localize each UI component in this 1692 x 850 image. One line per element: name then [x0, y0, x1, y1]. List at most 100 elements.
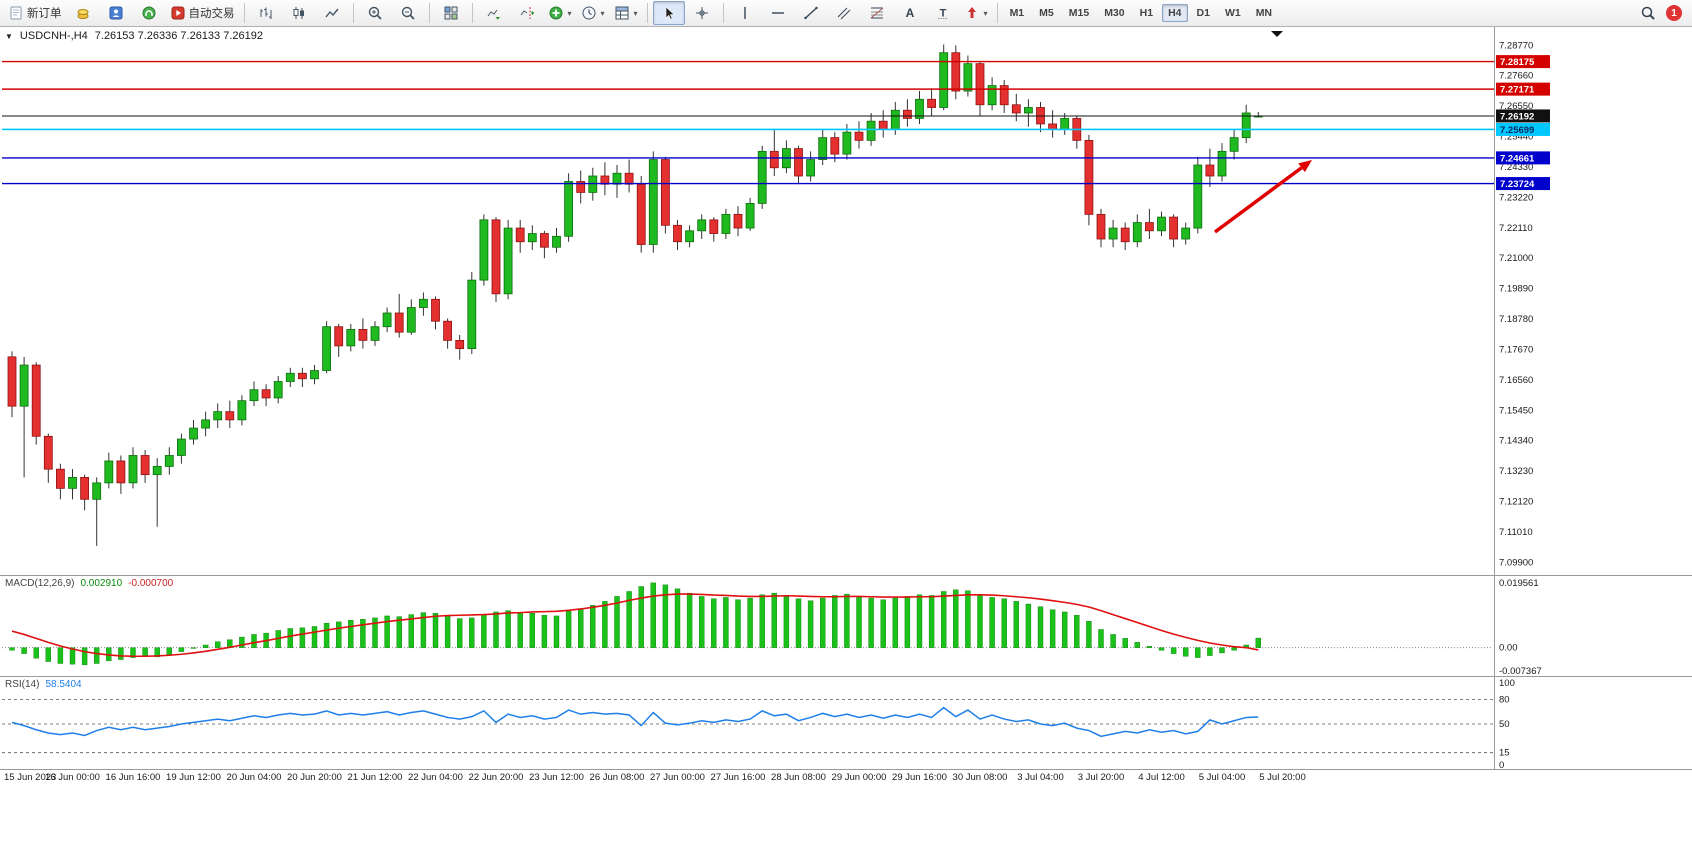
macd-bar: [21, 647, 27, 654]
macd-bar: [928, 595, 935, 648]
macd-bar: [178, 647, 185, 652]
macd-bar: [686, 592, 693, 648]
price-line-7.23724[interactable]: 7.23724: [2, 177, 1550, 191]
candle: [527, 225, 537, 250]
chevron-down-icon[interactable]: ▾: [567, 8, 572, 18]
timeframe-m5-button[interactable]: M5: [1039, 7, 1054, 19]
tile-windows-button[interactable]: [435, 1, 467, 25]
price-line-7.25699[interactable]: 7.25699: [2, 122, 1550, 136]
price-line-7.24661[interactable]: 7.24661: [2, 151, 1550, 165]
periods-button[interactable]: ▾: [577, 1, 609, 25]
chart-line-icon: [324, 5, 340, 21]
search-icon[interactable]: [1640, 5, 1656, 21]
horizontal-line-button[interactable]: [762, 1, 794, 25]
auto-trading-button[interactable]: 自动交易: [166, 1, 239, 25]
coins-icon: [75, 5, 91, 21]
chevron-down-icon[interactable]: ▾: [633, 8, 638, 18]
candle: [382, 307, 392, 333]
timeframe-mn-button[interactable]: MN: [1255, 7, 1273, 19]
svg-text:7.22110: 7.22110: [1499, 223, 1533, 234]
one-click-trading-toggle[interactable]: ▼: [5, 31, 13, 41]
chevron-down-icon[interactable]: ▾: [600, 8, 605, 18]
candle: [733, 206, 743, 237]
auto-scroll-button[interactable]: [478, 1, 510, 25]
new-order-button[interactable]: 新订单: [4, 1, 66, 25]
candle: [987, 77, 997, 111]
trendline-button[interactable]: [795, 1, 827, 25]
equidistant-channel-button[interactable]: [828, 1, 860, 25]
bar-chart-button[interactable]: [250, 1, 282, 25]
svg-text:27 Jun 00:00: 27 Jun 00:00: [650, 772, 705, 783]
text-label-button[interactable]: T: [927, 1, 959, 25]
candle: [455, 334, 465, 360]
macd-bar: [953, 589, 959, 648]
candle: [794, 145, 803, 185]
candle: [237, 395, 247, 426]
timeframe-h4-button[interactable]: H4: [1162, 4, 1188, 22]
svg-text:7.26192: 7.26192: [1500, 111, 1534, 122]
chart-shift-button[interactable]: [511, 1, 543, 25]
price-line-7.26192[interactable]: 7.26192: [2, 109, 1550, 123]
macd-bar: [432, 613, 439, 648]
templates-button[interactable]: ▾: [610, 1, 642, 25]
price-line-7.27171[interactable]: 7.27171: [2, 82, 1550, 96]
text-button[interactable]: A: [894, 1, 926, 25]
svg-text:19 Jun 12:00: 19 Jun 12:00: [166, 772, 221, 783]
candlestick-chart-button[interactable]: [283, 1, 315, 25]
svg-text:4 Jul 12:00: 4 Jul 12:00: [1138, 772, 1184, 783]
macd-bar: [904, 596, 911, 648]
candles: [7, 44, 1263, 546]
candle: [661, 156, 670, 234]
timeframe-m1-button[interactable]: M1: [1009, 7, 1025, 19]
macd-bar: [553, 615, 560, 648]
candle: [721, 208, 731, 240]
candle: [951, 45, 961, 100]
svg-text:21 Jun 12:00: 21 Jun 12:00: [348, 772, 403, 783]
vertical-line-button[interactable]: [729, 1, 761, 25]
navigator-button[interactable]: [100, 1, 132, 25]
candle: [769, 129, 779, 176]
notifications-badge[interactable]: 1: [1666, 5, 1682, 21]
macd-bar: [747, 597, 753, 648]
candle: [225, 400, 235, 429]
price-line-7.28175[interactable]: 7.28175: [2, 55, 1550, 69]
macd-bar: [118, 647, 124, 660]
candle: [43, 433, 53, 483]
timeframe-m15-button[interactable]: M15: [1068, 7, 1090, 19]
chart-window: 7.28770 7.27660 7.26550 7.25440 7.24330 7.232…: [0, 27, 1692, 850]
chart-header: ▼ USDCNH-,H4 7.26153 7.26336 7.26133 7.2…: [5, 30, 263, 42]
cursor-button[interactable]: [652, 1, 685, 25]
macd-bar: [1158, 647, 1165, 651]
macd-bar: [239, 636, 245, 648]
trend-arrow-annotation[interactable]: [1213, 160, 1312, 234]
candle: [418, 292, 428, 316]
candle: [1241, 104, 1251, 144]
chart-shift-marker[interactable]: [1271, 31, 1283, 37]
timeframe-m30-button[interactable]: M30: [1104, 7, 1125, 19]
timeframe-d1-button[interactable]: D1: [1196, 7, 1210, 19]
quotes-button[interactable]: [67, 1, 99, 25]
svg-text:7.26550: 7.26550: [1499, 101, 1533, 112]
toolbar-separator: [996, 3, 998, 23]
arrows-button[interactable]: ▾: [960, 1, 992, 25]
svg-text:7.09900: 7.09900: [1499, 557, 1533, 568]
timeframe-w1-button[interactable]: W1: [1224, 7, 1241, 19]
fibonacci-button[interactable]: [861, 1, 893, 25]
timeframe-h1-button[interactable]: H1: [1139, 7, 1154, 19]
line-chart-button[interactable]: [316, 1, 348, 25]
indicators-button[interactable]: ▾: [544, 1, 576, 25]
candle: [152, 458, 162, 527]
macd-bar: [384, 615, 390, 648]
price-axis[interactable]: 7.28770 7.27660 7.26550 7.25440 7.24330 7.232…: [1499, 40, 1533, 568]
svg-text:7.13230: 7.13230: [1499, 466, 1533, 477]
crosshair-button[interactable]: [686, 1, 718, 25]
zoom-out-button[interactable]: [392, 1, 424, 25]
chevron-down-icon[interactable]: ▾: [983, 8, 988, 18]
zoom-in-button[interactable]: [359, 1, 391, 25]
support-button[interactable]: [133, 1, 165, 25]
toolbar-separator: [646, 3, 648, 23]
price-chart[interactable]: 7.28770 7.27660 7.26550 7.25440 7.24330 7.232…: [0, 27, 1692, 850]
svg-text:16 Jun 16:00: 16 Jun 16:00: [106, 772, 161, 783]
